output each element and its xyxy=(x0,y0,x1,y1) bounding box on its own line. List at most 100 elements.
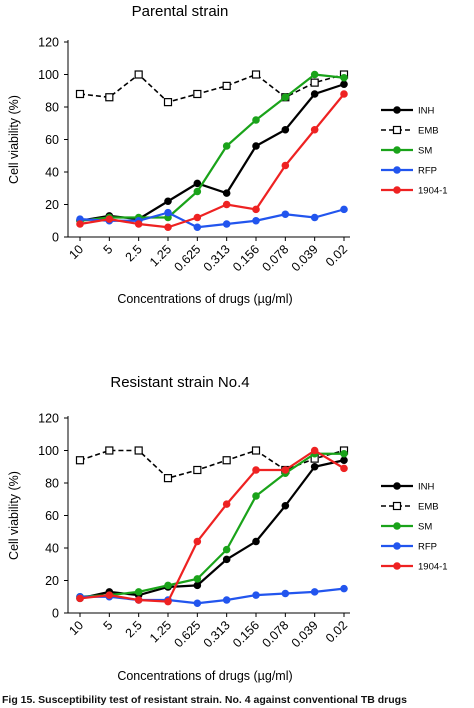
x-tick-label: 0.313 xyxy=(201,242,233,274)
data-point xyxy=(75,89,85,99)
data-point xyxy=(252,492,260,500)
data-point xyxy=(252,466,260,474)
series-line xyxy=(79,449,345,603)
y-tick-label: 60 xyxy=(45,509,59,523)
data-point xyxy=(193,179,202,188)
legend-item-1904-1: 1904-1 xyxy=(381,562,448,573)
data-point xyxy=(134,588,143,596)
data-point xyxy=(252,116,260,124)
x-axis-label: Concentrations of drugs (µg/ml) xyxy=(117,292,292,306)
data-point xyxy=(310,588,319,596)
x-tick-label: 0.078 xyxy=(259,242,291,274)
data-point xyxy=(222,456,231,465)
data-point xyxy=(134,220,143,228)
legend-marker xyxy=(393,562,401,570)
y-tick-label: 100 xyxy=(38,68,59,82)
data-point xyxy=(340,205,348,214)
legend-marker xyxy=(392,501,402,511)
y-tick-label: 40 xyxy=(45,166,59,180)
data-point xyxy=(222,142,231,150)
data-point xyxy=(222,596,231,604)
data-point xyxy=(164,223,172,232)
data-point xyxy=(193,599,202,608)
series-SM xyxy=(76,70,348,225)
data-point xyxy=(310,125,319,134)
legend-item-SM: SM xyxy=(381,522,432,533)
data-point xyxy=(251,70,261,79)
x-tick-label: 10 xyxy=(66,242,86,262)
legend-item-EMB: EMB xyxy=(381,126,439,137)
x-tick-label: 5 xyxy=(101,242,116,257)
data-point xyxy=(76,594,84,603)
series-SM xyxy=(76,449,348,601)
legend-item-INH: INH xyxy=(381,106,435,117)
x-tick-label: 2.5 xyxy=(123,618,145,640)
x-axis-label: Concentrations of drugs (µg/ml) xyxy=(117,669,292,683)
series-INH xyxy=(76,80,348,225)
data-point xyxy=(310,462,319,471)
legend-label: EMB xyxy=(418,126,439,137)
data-point xyxy=(193,575,202,583)
data-point xyxy=(164,208,172,217)
data-point xyxy=(164,597,172,606)
x-tick-label: 1.25 xyxy=(147,242,174,269)
legend-item-INH: INH xyxy=(381,482,435,493)
legend-label: EMB xyxy=(418,502,439,513)
y-axis-label: Cell viability (%) xyxy=(7,471,21,560)
series-EMB xyxy=(75,70,349,107)
legend-label: SM xyxy=(418,522,432,533)
data-point xyxy=(222,555,231,564)
x-tick-label: 0.313 xyxy=(201,618,233,650)
data-point xyxy=(222,220,231,228)
legend-item-EMB: EMB xyxy=(381,502,439,513)
data-point xyxy=(340,456,348,465)
data-point xyxy=(134,596,143,604)
legend-label: 1904-1 xyxy=(418,562,448,573)
data-point xyxy=(310,90,319,98)
data-point xyxy=(105,93,114,102)
data-point xyxy=(310,70,319,79)
legend-label: RFP xyxy=(418,542,437,553)
data-point xyxy=(164,197,172,206)
legend-marker xyxy=(393,522,401,530)
chart-title: Resistant strain No.4 xyxy=(110,374,249,391)
chart-title: Parental strain xyxy=(132,3,229,20)
x-tick-label: 0.625 xyxy=(171,242,203,274)
x-tick-label: 0.156 xyxy=(230,618,262,650)
series-1904-1 xyxy=(76,90,348,232)
data-point xyxy=(252,205,260,214)
data-point xyxy=(75,456,85,465)
data-point xyxy=(310,78,319,87)
series-1904-1 xyxy=(76,446,348,606)
x-tick-label: 5 xyxy=(101,618,116,633)
data-point xyxy=(76,220,84,228)
data-point xyxy=(222,81,231,90)
legend-item-RFP: RFP xyxy=(381,542,437,553)
data-point xyxy=(281,466,290,474)
data-point xyxy=(105,591,114,599)
data-point xyxy=(105,446,114,455)
data-point xyxy=(340,73,348,82)
series-line xyxy=(79,93,345,229)
y-tick-label: 120 xyxy=(38,412,59,426)
x-tick-label: 2.5 xyxy=(123,242,145,264)
legend-label: SM xyxy=(418,146,432,157)
legend-marker xyxy=(393,166,401,174)
data-point xyxy=(281,161,290,170)
data-point xyxy=(193,465,202,475)
y-tick-label: 0 xyxy=(52,231,59,245)
legend-label: RFP xyxy=(418,166,437,177)
legend-item-SM: SM xyxy=(381,146,432,157)
data-point xyxy=(340,449,348,458)
data-point xyxy=(281,501,290,510)
data-point xyxy=(340,90,348,98)
data-point xyxy=(134,446,143,455)
data-point xyxy=(164,581,172,590)
legend-marker xyxy=(393,482,401,490)
series-line xyxy=(79,452,344,598)
data-point xyxy=(193,187,202,196)
series-INH xyxy=(76,456,348,603)
legend-marker xyxy=(393,542,401,550)
data-point xyxy=(193,537,202,546)
